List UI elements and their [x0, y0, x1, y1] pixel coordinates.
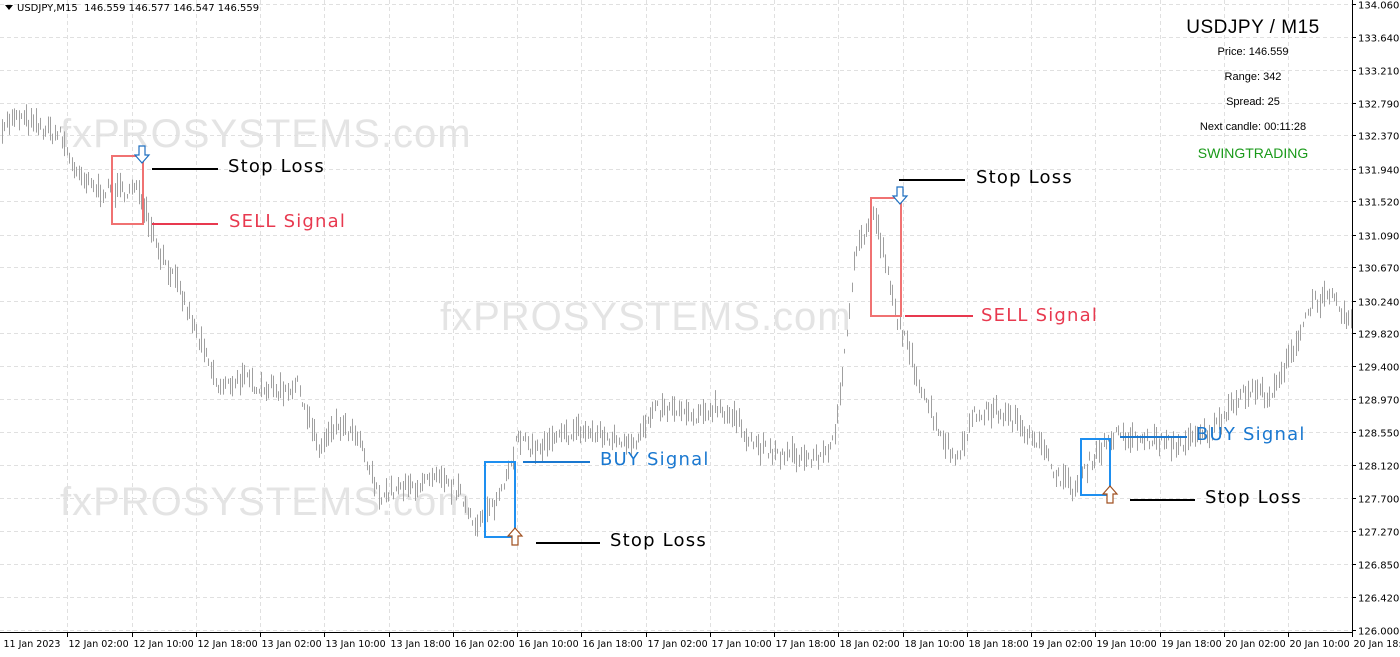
time-label: 19 Jan 10:00: [1097, 639, 1157, 650]
price-label: 126.420: [1358, 594, 1399, 605]
info-strategy: SWINGTRADING: [1197, 145, 1309, 161]
price-label: 131.090: [1358, 232, 1399, 243]
buy-signal-box-1: [484, 461, 516, 538]
stop-loss-label: Stop Loss: [610, 530, 707, 551]
price-axis: 134.060 133.640 133.210 132.790 132.370 131.9…: [1352, 1, 1399, 638]
price-label: 133.640: [1358, 34, 1399, 45]
time-label: 19 Jan 02:00: [1033, 639, 1093, 650]
price-label: 128.120: [1358, 462, 1399, 473]
time-label: 12 Jan 18:00: [198, 639, 258, 650]
stop-loss-label: Stop Loss: [1205, 487, 1302, 508]
sell-signal-label: SELL Signal: [229, 211, 347, 232]
price-label: 126.000: [1358, 627, 1399, 638]
sell-signal-label: SELL Signal: [981, 305, 1099, 326]
dropdown-triangle-icon[interactable]: [5, 5, 13, 10]
ohlc-values: 146.559 146.577 146.547 146.559: [84, 3, 260, 14]
stop-loss-label: Stop Loss: [228, 156, 325, 177]
info-spread: Spread: 25: [1226, 96, 1280, 108]
info-next-candle: Next candle: 00:11:28: [1199, 121, 1307, 133]
price-label: 131.940: [1358, 166, 1399, 177]
stop-loss-label: Stop Loss: [976, 167, 1073, 188]
time-label: 13 Jan 02:00: [262, 639, 322, 650]
time-label: 18 Jan 10:00: [905, 639, 965, 650]
time-label: 17 Jan 02:00: [648, 639, 708, 650]
price-label: 126.850: [1358, 561, 1399, 572]
price-label: 127.700: [1358, 495, 1399, 506]
sell-arrow-icon: [891, 186, 909, 205]
time-label: 18 Jan 02:00: [840, 639, 900, 650]
price-label: 132.370: [1358, 132, 1399, 143]
buy-signal-label: BUY Signal: [1196, 424, 1306, 445]
time-label: 20 Jan 10:00: [1290, 639, 1350, 650]
price-label: 132.790: [1358, 100, 1399, 111]
price-label: 130.670: [1358, 264, 1399, 275]
price-label: 133.210: [1358, 67, 1399, 78]
price-label: 129.400: [1358, 363, 1399, 374]
time-axis: 11 Jan 2023 12 Jan 02:00 12 Jan 10:00 12 Ja…: [4, 632, 1400, 650]
watermark: fxPROSYSTEMS.com: [440, 295, 852, 339]
buy-signal-box-2: [1080, 438, 1111, 496]
price-label: 129.820: [1358, 330, 1399, 341]
time-label: 12 Jan 02:00: [69, 639, 129, 650]
time-label: 20 Jan 18:00: [1354, 639, 1400, 650]
buy-signal-label: BUY Signal: [600, 449, 710, 470]
sell-signal-box-2: [870, 197, 902, 317]
watermark: fxPROSYSTEMS.com: [60, 112, 472, 156]
sell-arrow-icon: [133, 145, 151, 164]
time-label: 13 Jan 18:00: [391, 639, 451, 650]
price-label: 128.550: [1358, 429, 1399, 440]
time-label: 16 Jan 10:00: [519, 639, 579, 650]
symbol-timeframe: USDJPY,M15: [17, 3, 78, 14]
time-label: 16 Jan 02:00: [455, 639, 515, 650]
price-label: 128.970: [1358, 396, 1399, 407]
time-label: 12 Jan 10:00: [134, 639, 194, 650]
buy-arrow-icon: [1101, 485, 1119, 504]
time-label: 17 Jan 10:00: [712, 639, 772, 650]
time-label: 20 Jan 02:00: [1226, 639, 1286, 650]
time-label: 19 Jan 18:00: [1162, 639, 1222, 650]
price-label: 131.520: [1358, 198, 1399, 209]
price-label: 130.240: [1358, 298, 1399, 309]
info-title: USDJPY / M15: [1186, 17, 1320, 38]
time-label: 11 Jan 2023: [4, 639, 61, 650]
time-label: 13 Jan 10:00: [326, 639, 386, 650]
time-label: 16 Jan 18:00: [583, 639, 643, 650]
price-bars: [2, 104, 1352, 537]
info-range: Range: 342: [1224, 71, 1282, 83]
buy-arrow-icon: [506, 527, 524, 546]
price-label: 127.270: [1358, 528, 1399, 539]
chart-header: USDJPY,M15 146.559 146.577 146.547 146.5…: [5, 3, 259, 14]
price-label: 134.060: [1358, 1, 1399, 12]
watermark: fxPROSYSTEMS.com: [60, 480, 472, 524]
sell-signal-box-1: [111, 155, 144, 225]
grid: [0, 0, 1353, 632]
time-label: 17 Jan 18:00: [776, 639, 836, 650]
info-price: Price: 146.559: [1217, 46, 1289, 58]
time-label: 18 Jan 18:00: [969, 639, 1029, 650]
